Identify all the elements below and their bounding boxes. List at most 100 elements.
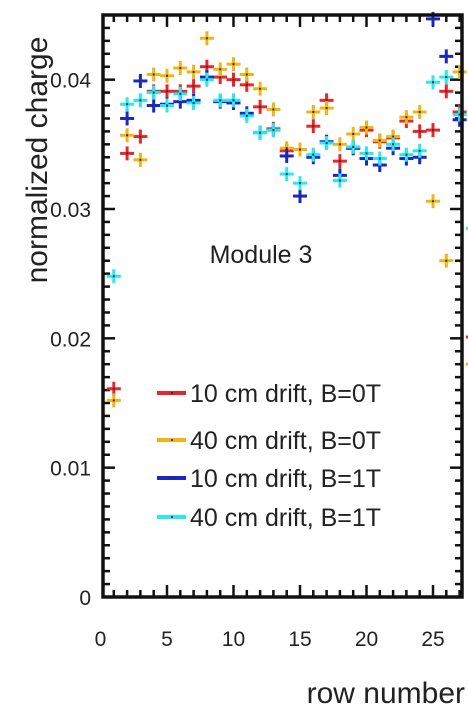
data-point: [160, 68, 174, 83]
data-point: [426, 123, 440, 138]
legend: 10 cm drift, B=0T 40 cm drift, B=0T 10 cm …: [157, 380, 381, 532]
y-tick-label: 0.03: [50, 199, 91, 222]
legend-swatch-center: [171, 516, 173, 518]
y-tick-label: 0.01: [50, 458, 91, 481]
data-point: [346, 139, 361, 154]
data-point: [346, 126, 361, 141]
data-point: [332, 154, 347, 169]
legend-swatch-center: [171, 392, 173, 394]
x-tick-label: 20: [355, 628, 378, 651]
data-point: [133, 152, 148, 167]
data-point: [279, 148, 294, 163]
data-point: [186, 95, 201, 110]
data-point: [439, 70, 454, 85]
x-tick-label: 5: [161, 628, 173, 651]
data-point: [160, 84, 174, 99]
x-axis-title: row number: [307, 677, 465, 710]
data-point: [199, 72, 214, 87]
data-point: [426, 194, 440, 209]
data-point: [332, 137, 347, 152]
series-1-points: [106, 59, 468, 396]
data-point: [452, 107, 467, 122]
data-point: [306, 105, 321, 119]
data-point: [133, 93, 148, 108]
data-point: [439, 253, 454, 268]
data-point: [412, 105, 427, 119]
data-point: [319, 101, 334, 116]
data-point: [412, 143, 427, 158]
data-point: [199, 31, 214, 46]
data-point: [226, 57, 241, 72]
data-point: [173, 86, 188, 101]
legend-label: 10 cm drift, B=0T: [190, 380, 381, 408]
data-point: [306, 147, 321, 162]
plot-frame: [101, 13, 464, 599]
data-point: [426, 75, 440, 90]
legend-entry-3: 10 cm drift, B=1T: [157, 465, 381, 493]
series-4-points: [106, 70, 468, 284]
data-point: [239, 67, 254, 82]
data-point: [226, 72, 241, 87]
legend-entry-4: 40 cm drift, B=1T: [157, 504, 381, 532]
legend-label: 10 cm drift, B=1T: [190, 465, 381, 493]
data-point: [146, 98, 161, 113]
legend-swatch-center: [171, 477, 173, 479]
data-point: [399, 110, 414, 125]
data-point: [386, 137, 401, 152]
data-point: [106, 393, 121, 408]
data-point: [372, 133, 387, 148]
legend-label: 40 cm drift, B=1T: [190, 504, 381, 532]
data-point: [452, 64, 467, 79]
data-point: [120, 111, 135, 126]
legend-entry-1: 10 cm drift, B=0T: [157, 380, 381, 408]
data-point: [239, 108, 254, 123]
data-point: [306, 119, 321, 134]
y-tick-label: 0.04: [50, 70, 91, 93]
data-point: [293, 142, 307, 157]
ticks-layer: 0 5 10 15 20 25 0 0.01 0.02 0.03 0.04: [50, 15, 462, 651]
y-axis-title: normalized charge: [21, 37, 54, 284]
data-point: [253, 125, 268, 140]
y-tick-label: 0.02: [50, 328, 91, 351]
data-point: [213, 62, 228, 77]
data-point: [319, 136, 334, 151]
data-point: [120, 146, 135, 161]
data-point: [293, 176, 307, 191]
x-tick-label: 10: [222, 628, 245, 651]
y-tick-label: 0: [79, 587, 91, 610]
data-point: [279, 167, 294, 182]
plot-border: [101, 13, 464, 599]
data-point: [372, 151, 387, 166]
data-point: [412, 124, 427, 139]
data-point: [146, 67, 161, 82]
data-point: [332, 173, 347, 188]
data-point: [173, 61, 188, 76]
data-point: [359, 146, 374, 161]
legend-label: 40 cm drift, B=0T: [190, 427, 381, 455]
data-point: [293, 189, 307, 204]
legend-swatch-center: [171, 439, 173, 441]
data-point: [266, 123, 281, 138]
data-point: [226, 93, 241, 108]
data-point: [266, 102, 281, 117]
data-point: [120, 97, 135, 112]
legend-entry-2: 40 cm drift, B=0T: [157, 427, 381, 455]
series-2-points: [106, 31, 468, 408]
module-annotation: Module 3: [210, 241, 313, 269]
data-point: [133, 129, 148, 144]
data-points: [106, 11, 468, 408]
data-point: [439, 49, 454, 64]
data-point: [133, 73, 148, 88]
data-point: [120, 128, 135, 143]
data-point: [253, 99, 268, 114]
data-point: [359, 120, 374, 135]
x-tick-label: 15: [288, 628, 311, 651]
data-point: [253, 81, 268, 96]
data-point: [439, 84, 454, 99]
data-point: [186, 79, 201, 94]
data-point: [399, 147, 414, 162]
x-tick-label: 0: [95, 628, 107, 651]
data-point: [186, 64, 201, 79]
x-tick-label: 25: [421, 628, 444, 651]
